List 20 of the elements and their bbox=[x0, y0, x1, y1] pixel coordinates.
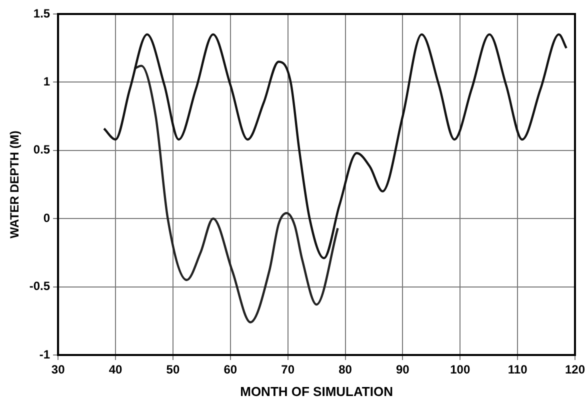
y-tick-label: 0 bbox=[43, 210, 50, 225]
x-tick-label: 110 bbox=[508, 362, 528, 377]
x-tick-label: 100 bbox=[450, 362, 470, 377]
x-tick-label: 60 bbox=[224, 362, 238, 377]
y-tick-label: -1 bbox=[39, 347, 50, 362]
x-tick-label: 90 bbox=[396, 362, 410, 377]
x-tick-label: 70 bbox=[281, 362, 295, 377]
x-axis-title: MONTH OF SIMULATION bbox=[240, 384, 393, 399]
y-tick-label: 1.5 bbox=[33, 6, 50, 20]
x-tick-label: 80 bbox=[338, 362, 352, 377]
line-series bbox=[102, 33, 568, 260]
line-series bbox=[133, 64, 339, 324]
x-tick-label: 120 bbox=[564, 362, 586, 377]
x-tick-label: 40 bbox=[108, 362, 123, 377]
y-tick-label: 1 bbox=[43, 74, 50, 89]
x-tick-label: 30 bbox=[51, 362, 66, 377]
y-tick-label: -0.5 bbox=[29, 279, 50, 294]
y-tick-label: 0.5 bbox=[33, 142, 50, 157]
y-axis-title: WATER DEPTH (M) bbox=[8, 130, 22, 238]
x-tick-label: 50 bbox=[166, 362, 180, 377]
